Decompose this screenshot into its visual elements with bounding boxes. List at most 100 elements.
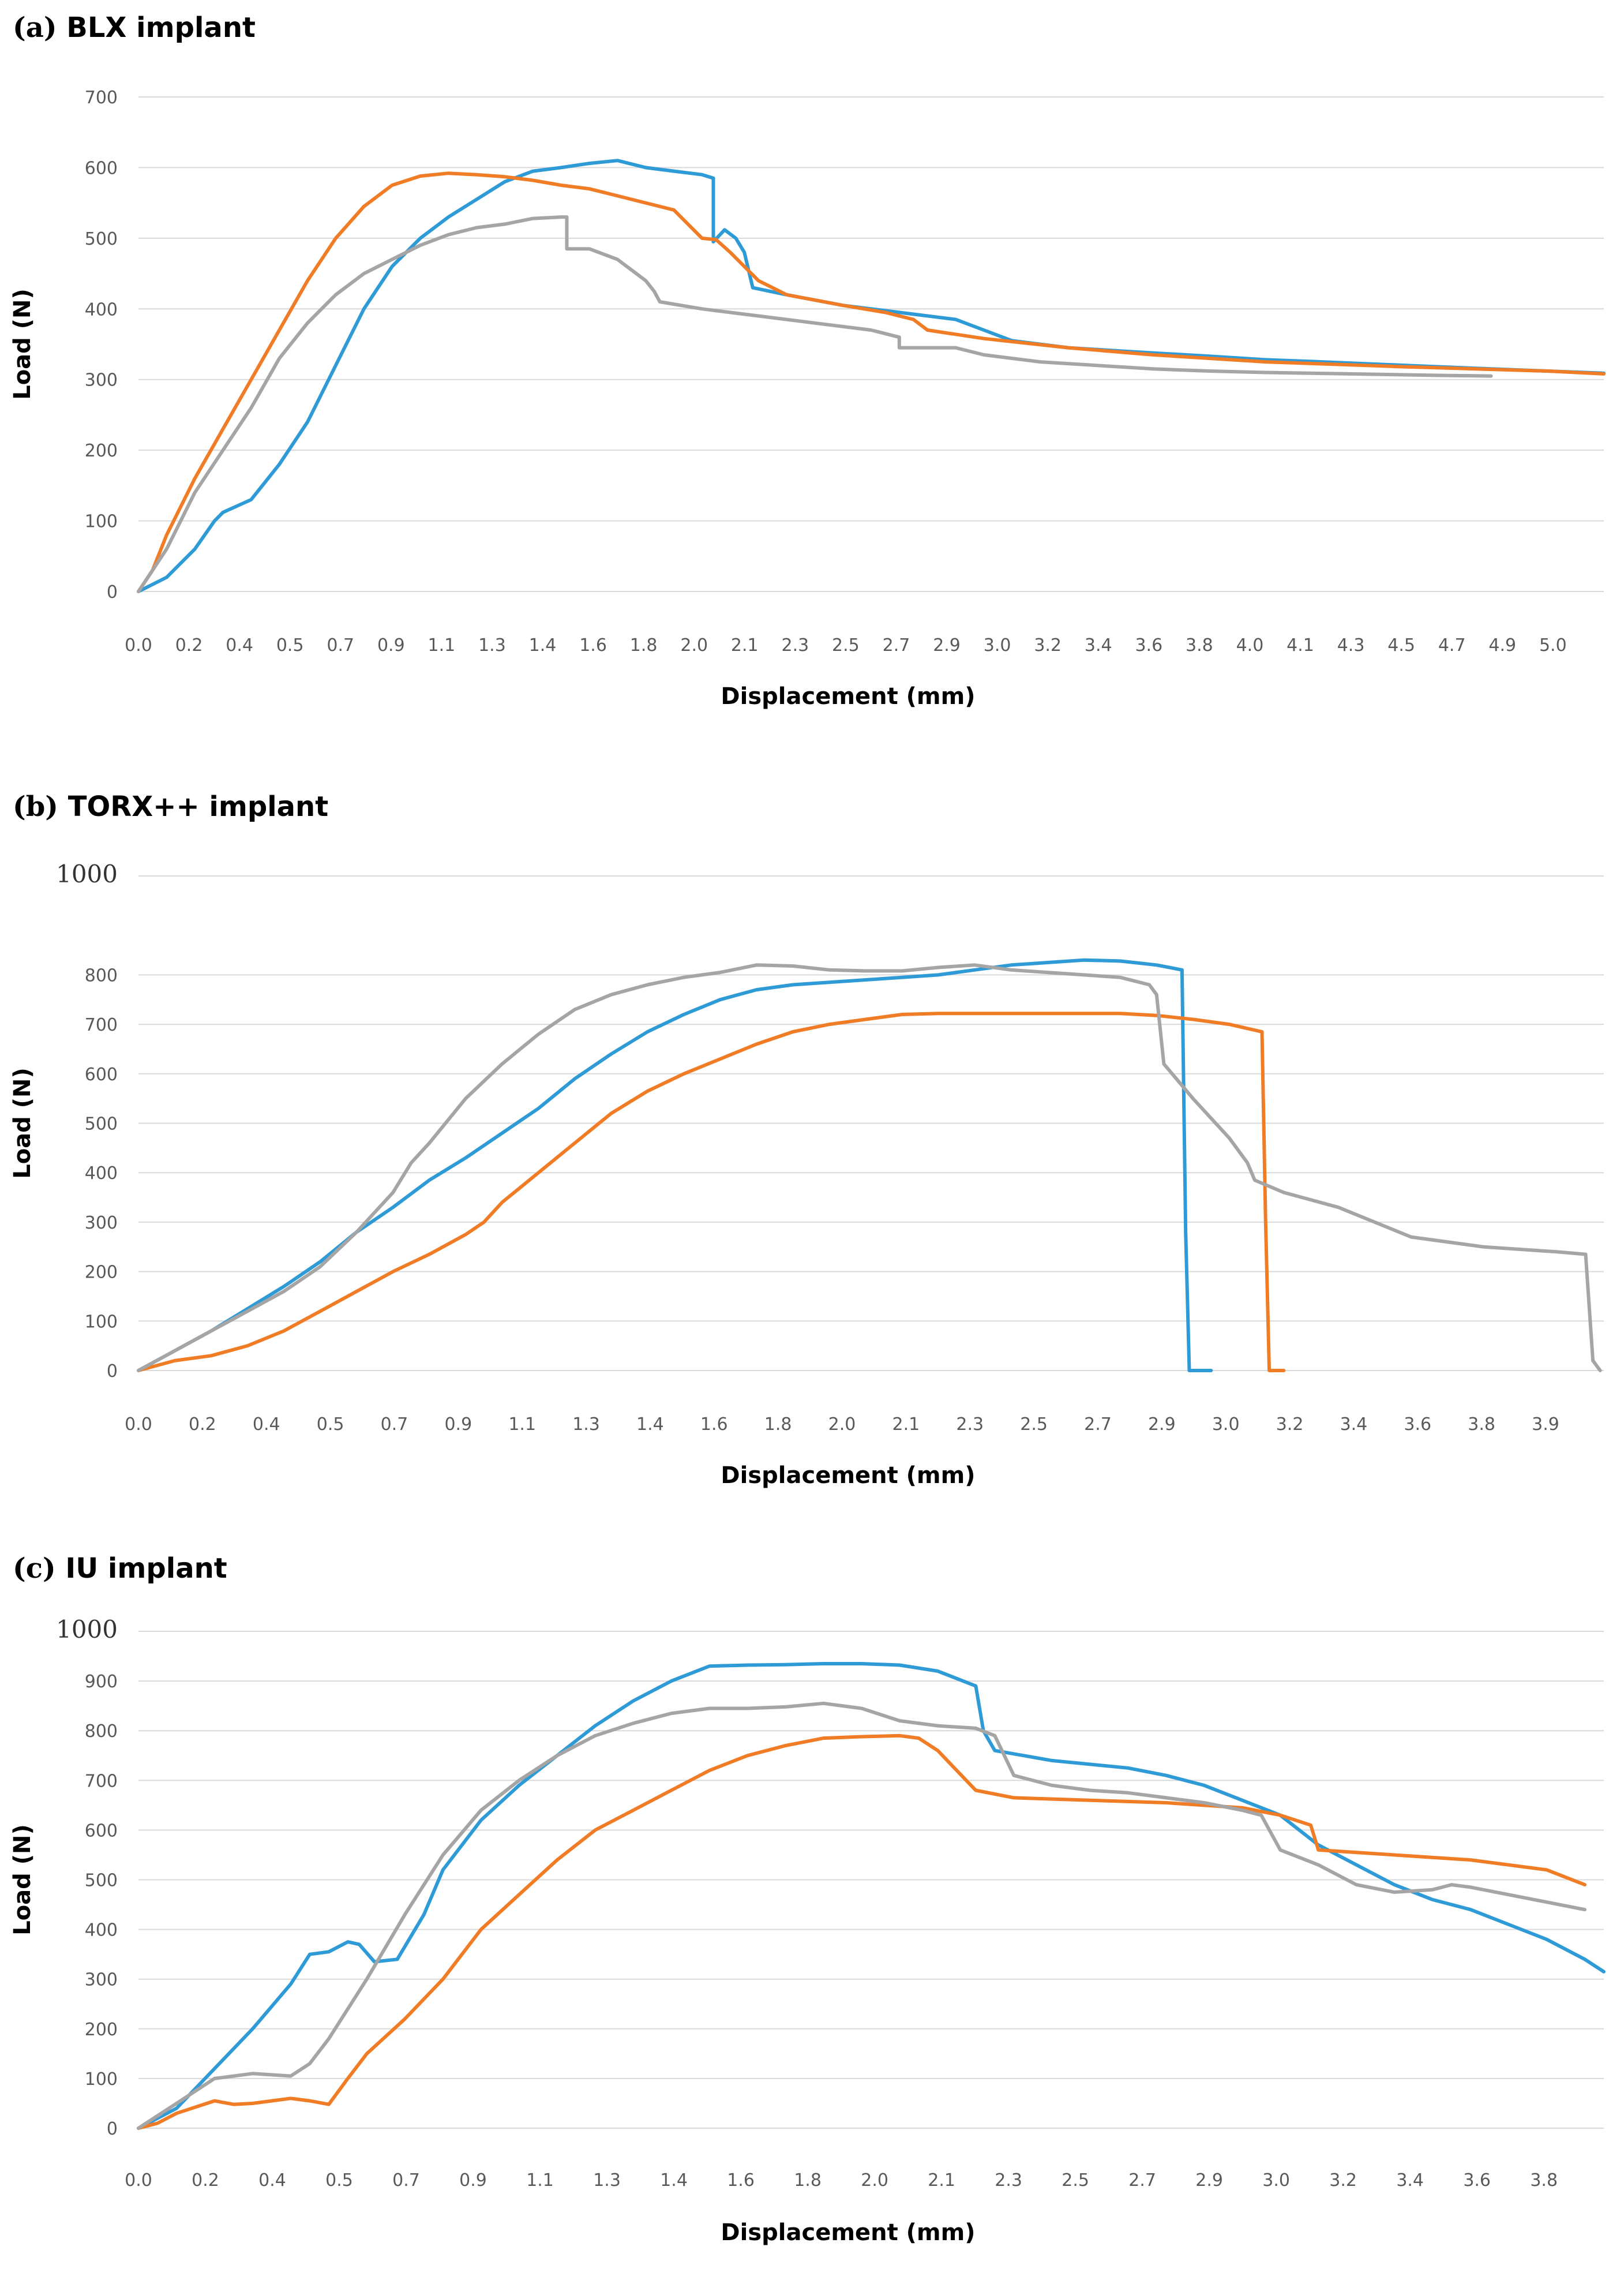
x-tick-label: 3.9 (1532, 1414, 1559, 1435)
x-tick-label: 0.0 (125, 2170, 152, 2191)
series-line-gray (137, 215, 1493, 593)
x-axis-title: Displacement (mm) (721, 683, 975, 710)
x-tick-label: 0.5 (276, 635, 304, 656)
y-tick-label: 100 (85, 512, 118, 532)
y-tick-label: 700 (85, 1771, 118, 1791)
x-tick-label: 0.7 (327, 635, 354, 656)
x-tick-label: 2.7 (1128, 2170, 1156, 2191)
x-tick-label: 2.3 (995, 2170, 1022, 2191)
x-tick-label: 0.9 (459, 2170, 487, 2191)
series-line-orange (137, 1012, 1286, 1372)
y-axis-title: Load (N) (9, 1068, 36, 1179)
y-tick-label: 400 (85, 1163, 118, 1184)
x-tick-label: 2.5 (832, 635, 860, 656)
x-tick-label: 4.3 (1337, 635, 1365, 656)
y-tick-label: 100 (85, 2069, 118, 2090)
x-tick-label: 1.8 (630, 635, 658, 656)
x-tick-label: 3.8 (1530, 2170, 1558, 2191)
x-tick-label: 0.2 (175, 635, 203, 656)
x-tick-label: 3.2 (1034, 635, 1062, 656)
panel-c: (c) IU implant 0 100 200 300 400 500 600 700 800… (0, 1541, 1624, 2267)
x-tick-label: 0.2 (192, 2170, 219, 2191)
y-tick-label: 900 (85, 1672, 118, 1692)
x-tick-label: 1.4 (529, 635, 557, 656)
chart-torx: 0 100 200 300 400 500 600 700 800 1000 0.0 0.2 0.4 0.… (9, 860, 1604, 1489)
y-tick-label: 700 (85, 88, 118, 108)
y-tick-label: 600 (85, 1065, 118, 1085)
chart-title: BLX implant (66, 12, 256, 44)
x-tick-label: 3.6 (1404, 1414, 1431, 1435)
x-tick-label: 5.0 (1539, 635, 1567, 656)
x-tick-label: 1.8 (794, 2170, 822, 2191)
panel-title: (a) BLX implant (13, 12, 256, 44)
x-tick-label: 1.6 (727, 2170, 755, 2191)
y-tick-label: 1000 (56, 1615, 118, 1643)
x-tick-label: 3.6 (1135, 635, 1162, 656)
x-tick-label: 0.2 (189, 1414, 216, 1435)
chart-iu: 0 100 200 300 400 500 600 700 800 900 1000 0.0 0.2 0.… (9, 1615, 1606, 2246)
x-tick-label: 2.1 (928, 2170, 955, 2191)
x-tick-label: 3.0 (1212, 1414, 1240, 1435)
y-tick-label: 500 (85, 1871, 118, 1891)
series-line-blue (137, 1662, 1606, 2130)
y-tick-label: 300 (85, 1970, 118, 1990)
y-tick-label: 700 (85, 1015, 118, 1035)
x-tick-label: 2.0 (861, 2170, 888, 2191)
x-tick-label: 3.6 (1463, 2170, 1491, 2191)
y-tick-label: 800 (85, 965, 118, 986)
y-axis-title: Load (N) (9, 1824, 36, 1935)
panel-label: (a) (13, 12, 57, 44)
x-tick-label: 1.8 (764, 1414, 792, 1435)
x-tick-label: 2.7 (1084, 1414, 1112, 1435)
x-tick-label: 1.1 (428, 635, 456, 656)
y-tick-label: 300 (85, 370, 118, 391)
x-tick-label: 2.3 (956, 1414, 984, 1435)
x-tick-label: 2.9 (1148, 1414, 1176, 1435)
x-tick-label: 1.4 (636, 1414, 664, 1435)
x-tick-label: 1.6 (579, 635, 607, 656)
x-tick-label: 2.0 (680, 635, 708, 656)
x-tick-label: 2.0 (828, 1414, 856, 1435)
y-tick-label: 300 (85, 1213, 118, 1233)
y-tick-label: 400 (85, 1920, 118, 1941)
x-tick-label: 2.9 (933, 635, 961, 656)
x-tick-label: 0.9 (377, 635, 405, 656)
x-tick-label: 0.0 (125, 635, 152, 656)
x-tick-label: 2.5 (1062, 2170, 1089, 2191)
series-line-blue (137, 958, 1213, 1372)
x-tick-label: 1.3 (593, 2170, 621, 2191)
x-tick-label: 4.1 (1287, 635, 1314, 656)
y-tick-label: 200 (85, 1263, 118, 1283)
x-tick-label: 3.8 (1468, 1414, 1495, 1435)
y-tick-label: 1000 (56, 860, 118, 888)
x-tick-label: 3.2 (1276, 1414, 1304, 1435)
panel-title: (c) IU implant (13, 1552, 227, 1585)
y-tick-label: 0 (107, 2119, 118, 2139)
x-tick-label: 0.7 (392, 2170, 420, 2191)
x-tick-label: 2.5 (1020, 1414, 1048, 1435)
x-tick-label: 2.7 (883, 635, 910, 656)
x-tick-label: 3.2 (1329, 2170, 1357, 2191)
y-axis-title: Load (N) (9, 289, 36, 400)
x-tick-label: 2.3 (781, 635, 809, 656)
y-tick-label: 500 (85, 229, 118, 249)
x-tick-label: 2.1 (731, 635, 759, 656)
x-tick-label: 1.1 (508, 1414, 536, 1435)
y-tick-label: 600 (85, 158, 118, 178)
panel-b: (b) TORX++ implant 0 100 200 300 400 500 600 70… (0, 779, 1624, 1535)
x-axis-title: Displacement (mm) (721, 1462, 975, 1489)
x-tick-label: 4.0 (1236, 635, 1264, 656)
y-tick-label: 0 (107, 582, 118, 602)
x-tick-label: 0.4 (226, 635, 253, 656)
panel-a: (a) BLX implant 0 100 200 300 400 500 600 700 0.… (0, 0, 1624, 762)
x-tick-label: 3.8 (1186, 635, 1213, 656)
x-tick-label: 3.4 (1085, 635, 1112, 656)
y-tick-label: 800 (85, 1721, 118, 1742)
y-tick-label: 400 (85, 299, 118, 320)
panel-label: (c) (13, 1552, 56, 1585)
x-tick-label: 0.0 (125, 1414, 152, 1435)
x-tick-label: 1.3 (478, 635, 506, 656)
x-tick-label: 3.4 (1340, 1414, 1368, 1435)
y-tick-label: 100 (85, 1312, 118, 1332)
chart-title: TORX++ implant (67, 791, 329, 823)
